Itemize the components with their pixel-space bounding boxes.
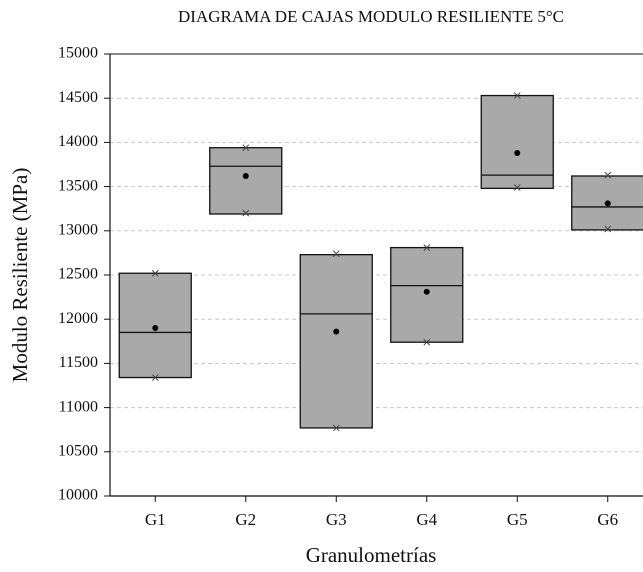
y-tick-label: 14000 — [58, 133, 98, 150]
x-tick-label: G1 — [145, 510, 166, 529]
min-marker — [604, 225, 612, 233]
box — [480, 94, 554, 190]
x-tick-label: G6 — [597, 510, 618, 529]
x-tick-label: G5 — [507, 510, 528, 529]
mean-dot — [242, 172, 249, 179]
box — [390, 246, 464, 343]
x-axis-label: Granulometrías — [306, 543, 437, 567]
max-marker — [513, 92, 521, 99]
max-marker — [423, 244, 431, 251]
mean-dot — [152, 325, 159, 332]
y-tick-label: 13500 — [58, 177, 98, 194]
y-axis-label: Modulo Resiliente (MPa) — [8, 168, 32, 383]
max-marker — [242, 144, 250, 152]
box — [209, 147, 283, 215]
y-tick-label: 10000 — [58, 487, 98, 504]
min-marker — [332, 424, 340, 432]
y-tick-label: 14500 — [58, 89, 98, 106]
min-marker — [513, 184, 521, 191]
y-tick-label: 11000 — [59, 398, 98, 415]
mean-dot — [333, 328, 340, 335]
y-tick-label: 10500 — [58, 442, 98, 459]
x-tick-label: G2 — [235, 510, 256, 529]
y-tick-label: 15000 — [58, 45, 98, 62]
min-marker — [151, 374, 159, 381]
mean-dot — [423, 288, 430, 295]
y-tick-label: 12000 — [58, 310, 98, 327]
mean-dot — [604, 200, 611, 207]
min-marker — [423, 338, 431, 346]
box — [299, 254, 373, 429]
chart-title: DIAGRAMA DE CAJAS MODULO RESILIENTE 5°C — [178, 7, 564, 26]
y-tick-label: 13000 — [58, 221, 98, 238]
y-tick-label: 11500 — [59, 354, 98, 371]
max-marker — [332, 250, 340, 258]
min-marker — [242, 209, 250, 217]
mean-dot — [514, 150, 521, 157]
y-tick-label: 12500 — [58, 266, 98, 283]
x-tick-label: G4 — [416, 510, 437, 529]
max-marker — [151, 269, 159, 277]
max-marker — [604, 171, 612, 179]
x-tick-label: G3 — [326, 510, 347, 529]
